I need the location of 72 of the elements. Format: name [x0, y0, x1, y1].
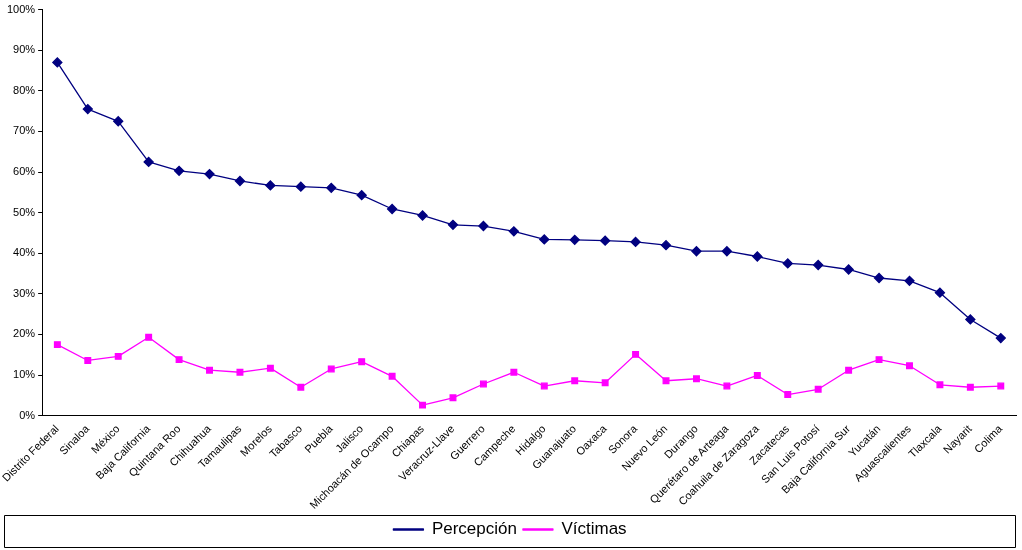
point: [206, 366, 213, 374]
point: [753, 372, 761, 379]
point: [234, 175, 246, 187]
point: [297, 383, 305, 391]
point: [936, 381, 944, 389]
point: [510, 368, 518, 376]
y-tick-label: 70%: [13, 124, 36, 137]
y-tick-label: 80%: [13, 83, 36, 96]
point: [113, 116, 124, 127]
point: [814, 385, 822, 393]
point: [904, 275, 915, 287]
point: [356, 190, 367, 201]
point: [508, 226, 519, 237]
y-tick-label: 30%: [13, 286, 36, 299]
point: [82, 103, 93, 115]
point: [236, 368, 244, 376]
point: [692, 375, 700, 383]
point: [52, 57, 63, 68]
point: [175, 356, 183, 364]
point: [691, 246, 702, 257]
point: [417, 210, 428, 221]
legend-label: Percepción: [431, 519, 517, 539]
point: [53, 341, 61, 349]
point: [388, 372, 396, 380]
y-tick-label: 0%: [19, 408, 36, 421]
point: [845, 366, 853, 374]
point: [875, 356, 883, 364]
point: [873, 272, 885, 284]
point: [782, 258, 793, 269]
point: [326, 182, 337, 194]
point: [632, 350, 640, 358]
y-tick-label: 40%: [13, 246, 36, 259]
point: [906, 362, 913, 370]
point: [145, 333, 153, 341]
point: [265, 180, 276, 191]
point: [143, 156, 154, 168]
point: [173, 165, 185, 176]
point: [571, 377, 579, 385]
point: [660, 239, 672, 251]
point: [358, 358, 366, 366]
y-tick-label: 100%: [6, 2, 36, 15]
point: [266, 364, 274, 372]
point: [419, 401, 427, 409]
point: [386, 203, 398, 215]
point: [843, 264, 854, 275]
point: [995, 332, 1006, 344]
point: [114, 352, 122, 360]
y-tick-label: 50%: [13, 205, 36, 218]
point: [752, 251, 763, 262]
point: [84, 356, 92, 364]
point: [723, 382, 731, 390]
point: [539, 234, 550, 245]
point: [966, 383, 974, 391]
point: [478, 220, 489, 232]
point: [540, 382, 548, 390]
legend-label: Víctimas: [561, 519, 627, 539]
point: [630, 236, 641, 248]
y-tick-label: 90%: [13, 43, 36, 56]
point: [447, 219, 459, 230]
point: [721, 246, 733, 257]
point: [569, 234, 580, 245]
point: [600, 235, 611, 246]
point: [295, 181, 306, 192]
point: [784, 391, 792, 399]
point: [965, 314, 976, 325]
y-tick-label: 20%: [13, 327, 36, 340]
y-tick-label: 60%: [13, 165, 36, 178]
point: [934, 287, 946, 298]
y-tick-label: 10%: [13, 368, 36, 381]
point: [997, 382, 1005, 390]
point: [601, 379, 609, 387]
point: [813, 259, 824, 271]
